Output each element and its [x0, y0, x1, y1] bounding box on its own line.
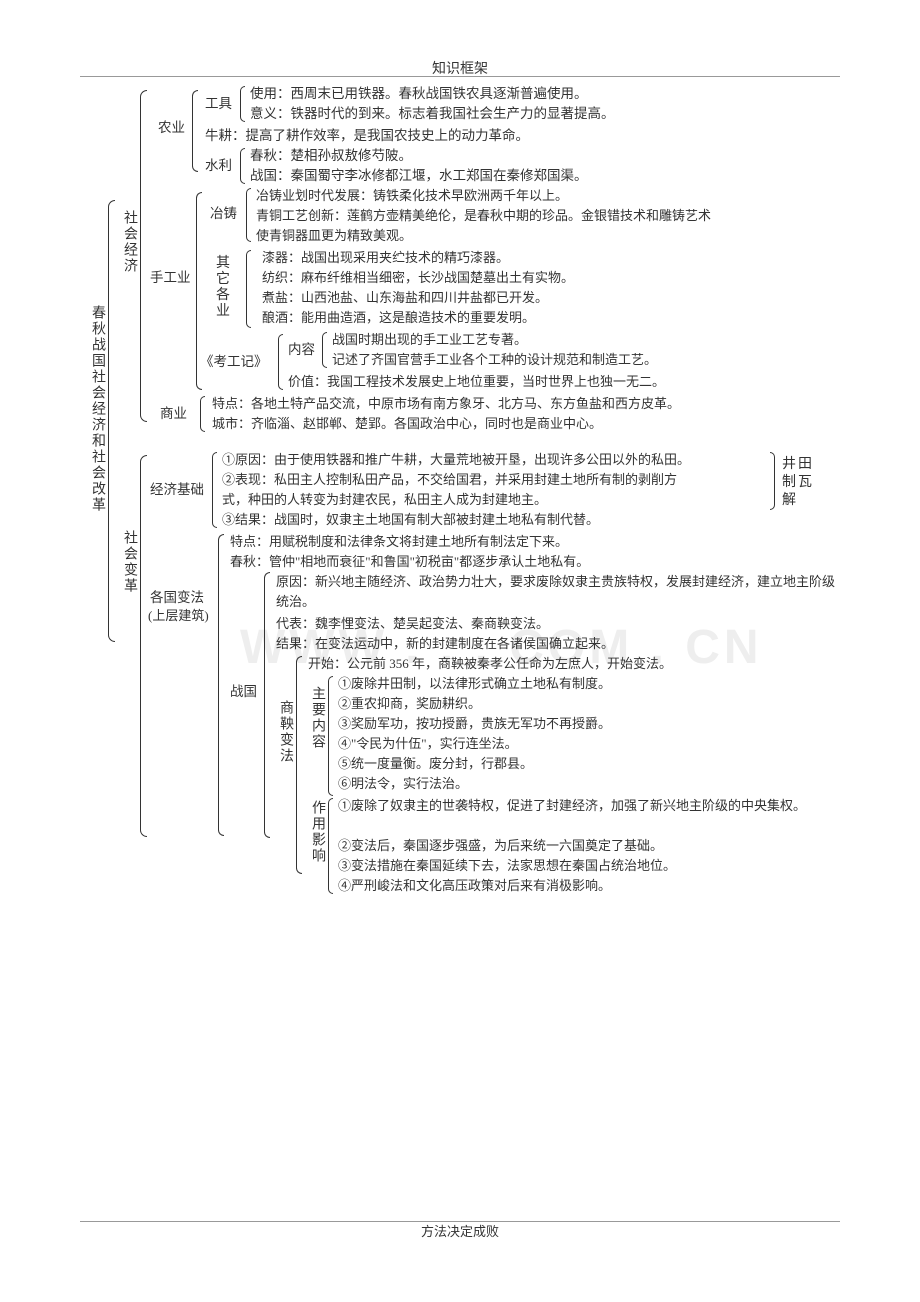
sy-zy-label: 作用影响 — [308, 800, 326, 864]
kaogong-nr-label: 内容 — [288, 340, 315, 360]
shougong-label: 手工业 — [150, 268, 191, 288]
yezhu-l1: 青铜工艺创新：莲鹤方壶精美绝伦，是春秋中期的珍品。金银错技术和雕铸艺术 — [256, 206, 711, 226]
bf-tedian: 特点：用赋税制度和法律条文将封建土地所有制法定下来。 — [230, 532, 568, 552]
kaogong-nr-brace — [322, 332, 327, 368]
root-label: 春秋战国社会经济和社会改革 — [88, 305, 106, 513]
sy-nr-label: 主要内容 — [308, 686, 326, 750]
qita-label: 其它各业 — [210, 256, 238, 320]
kaogong-label: 《考工记》 — [200, 352, 268, 372]
reform-label: 社会变革 — [120, 530, 138, 594]
gongju-l0: 使用：西周末已用铁器。春秋战国铁农具逐渐普遍使用。 — [250, 84, 588, 104]
sy-zy-0: ①废除了奴隶主的世袭特权，促进了封建经济，加强了新兴地主阶级的中央集权。 — [338, 796, 838, 816]
qita-brace — [246, 250, 251, 328]
sy-zy-3: ④严刑峻法和文化高压政策对后来有消极影响。 — [338, 876, 611, 896]
sy-kaishi: 开始：公元前 356 年，商鞅被秦孝公任命为左庶人，开始变法。 — [308, 654, 672, 674]
sy-nr-3: ④"令民为什伍"，实行连坐法。 — [338, 734, 518, 754]
shangye-l1: 城市：齐临淄、赵邯郸、楚郢。各国政治中心，同时也是商业中心。 — [212, 414, 602, 434]
gongju-l1: 意义：铁器时代的到来。标志着我国社会生产力的显著提高。 — [250, 104, 615, 124]
sy-nr-2: ③奖励军功，按功授爵，贵族无军功不再授爵。 — [338, 714, 611, 734]
kaogong-jz: 价值：我国工程技术发展史上地位重要，当时世界上也独一无二。 — [288, 372, 665, 392]
shuili-l1: 战国：秦国蜀守李冰修都江堰，水工郑国在秦修郑国渠。 — [250, 166, 588, 186]
sy-nr-1: ②重农抑商，奖励耕织。 — [338, 694, 481, 714]
sy-zy-1: ②变法后，秦国逐步强盛，为后来统一六国奠定了基础。 — [338, 836, 663, 856]
reform-brace — [140, 455, 147, 837]
shangye-label: 商业 — [160, 404, 187, 424]
econ-label: 社会经济 — [120, 210, 138, 274]
jingji-l0: ①原因：由于使用铁器和推广牛耕，大量荒地被开垦，出现许多公田以外的私田。 — [222, 450, 690, 470]
shangye-l0: 特点：各地土特产品交流，中原市场有南方象牙、北方马、东方鱼盐和西方皮革。 — [212, 394, 680, 414]
sy-zy-2: ③变法措施在秦国延续下去，法家思想在秦国占统治地位。 — [338, 856, 676, 876]
kaogong-nr-l0: 战国时期出现的手工业工艺专著。 — [332, 330, 527, 350]
sy-zy-brace — [328, 798, 333, 894]
jingji-rbrace — [770, 452, 775, 510]
page-header: 知识框架 — [0, 58, 920, 78]
page-footer: 方法决定成败 — [0, 1221, 920, 1240]
qita-l2: 煮盐：山西池盐、山东海盐和四川井盐都已开发。 — [262, 288, 548, 308]
root-brace — [108, 200, 115, 642]
zg-yuanyin: 原因：新兴地主随经济、政治势力壮大，要求废除奴隶主贵族特权，发展封建经济，建立地… — [276, 572, 836, 612]
yezhu-l0: 冶铸业划时代发展：铸铁柔化技术早欧洲两千年以上。 — [256, 186, 568, 206]
sy-nr-5: ⑥明法令，实行法治。 — [338, 774, 468, 794]
bianfa-sub: (上层建筑) — [148, 606, 209, 626]
jingji-label: 经济基础 — [150, 480, 204, 500]
jingji-l3: ③结果：战国时，奴隶主土地国有制大部被封建土地私有制代替。 — [222, 510, 599, 530]
jingji-side: 井田制瓦解 — [782, 456, 824, 510]
bianfa-label: 各国变法 — [150, 588, 204, 608]
yezhu-label: 冶铸 — [210, 204, 237, 224]
gongju-label: 工具 — [205, 94, 232, 114]
zg-label: 战国 — [230, 682, 257, 702]
kaogong-brace — [278, 334, 283, 390]
shuili-brace — [240, 148, 245, 184]
zg-jieguo: 结果：在变法运动中，新的封建制度在各诸侯国确立起来。 — [276, 634, 614, 654]
page-root: 知识框架 WWW . . . COM . CN 春秋战国社会经济和社会改革 社会… — [0, 0, 920, 1302]
shuili-l0: 春秋：楚相孙叔敖修芍陂。 — [250, 146, 412, 166]
bianfa-brace — [218, 534, 224, 836]
zg-brace — [264, 572, 270, 838]
bf-chunqiu: 春秋：管仲"相地而衰征"和鲁国"初税亩"都逐步承认土地私有。 — [230, 552, 589, 572]
niugeng: 牛耕：提高了耕作效率，是我国农技史上的动力革命。 — [205, 126, 529, 146]
sy-nr-brace — [328, 676, 333, 796]
sy-nr-4: ⑤统一度量衡。废分封，行郡县。 — [338, 754, 533, 774]
shuili-label: 水利 — [205, 156, 232, 176]
yezhu-brace — [246, 188, 251, 242]
nongye-brace — [192, 90, 198, 172]
yezhu-l2: 使青铜器皿更为精致美观。 — [256, 226, 412, 246]
jingji-l2: 式，种田的人转变为封建农民，私田主人成为封建地主。 — [222, 490, 547, 510]
econ-brace — [140, 90, 147, 422]
gongju-brace — [240, 86, 245, 122]
nongye-label: 农业 — [158, 118, 185, 138]
jingji-l1: ②表现：私田主人控制私田产品，不交给国君，并采用封建土地所有制的剥削方 — [222, 470, 677, 490]
header-rule — [80, 76, 840, 77]
qita-l3: 酿酒：能用曲造酒，这是酿造技术的重要发明。 — [262, 308, 535, 328]
sy-label: 商鞅变法 — [276, 700, 294, 764]
shangye-brace — [200, 396, 205, 432]
qita-l1: 纺织：麻布纤维相当细密，长沙战国楚墓出土有实物。 — [262, 268, 574, 288]
qita-l0: 漆器：战国出现采用夹纻技术的精巧漆器。 — [262, 248, 509, 268]
zg-daibiao: 代表：魏李悝变法、楚吴起变法、秦商鞅变法。 — [276, 614, 549, 634]
sy-nr-0: ①废除井田制，以法律形式确立土地私有制度。 — [338, 674, 611, 694]
jingji-brace — [212, 452, 217, 528]
sy-brace — [296, 656, 302, 874]
kaogong-nr-l1: 记述了齐国官营手工业各个工种的设计规范和制造工艺。 — [332, 350, 657, 370]
